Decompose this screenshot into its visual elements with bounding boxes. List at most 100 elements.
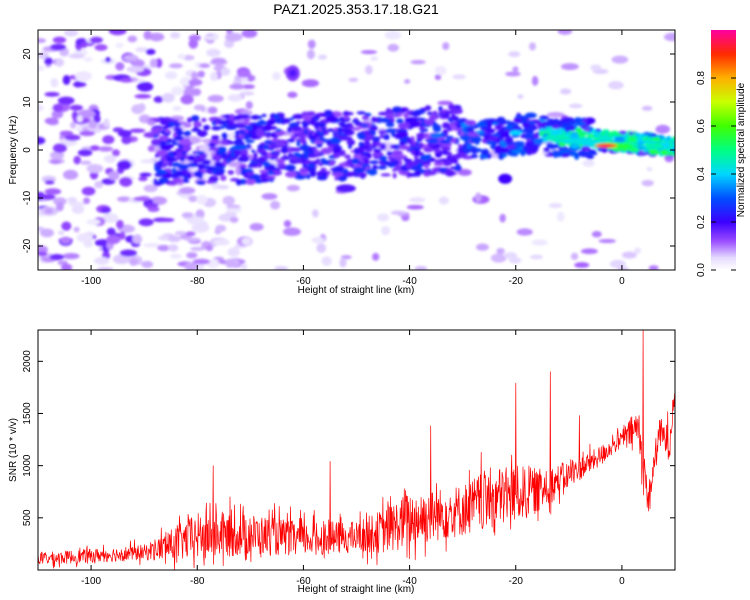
spectrogram-blob (414, 265, 428, 270)
spectrogram-blob (342, 111, 354, 116)
spectrogram-blob (360, 123, 369, 128)
spectrogram-blob (196, 180, 205, 185)
spectrogram-blob (327, 128, 334, 132)
spectrogram-blob (306, 49, 315, 60)
spectrogram-blob (193, 120, 202, 127)
spectrogram-blob (77, 149, 93, 157)
spectrogram-blob (348, 77, 359, 82)
spectrogram-blob (487, 121, 492, 129)
spectrogram-blob (291, 126, 303, 132)
spectrogram-blob (465, 126, 475, 133)
spectrogram-blob (586, 155, 594, 160)
spectrogram-blob (641, 179, 654, 187)
spectrogram-blob (196, 194, 208, 205)
spectrogram-blob (270, 139, 279, 143)
spectrogram-blob (248, 162, 260, 167)
spectrogram-blob (646, 166, 653, 172)
spectrogram-y-tick-label: 20 (22, 48, 33, 60)
spectrogram-blob (63, 30, 79, 37)
spectrogram-blob (500, 140, 505, 145)
spectrogram-blob (215, 168, 226, 174)
spectrogram-blob (250, 114, 261, 120)
spectrogram-blob (257, 144, 264, 151)
spectrogram-blob (216, 146, 227, 154)
spectrogram-blob (385, 113, 395, 120)
spectrogram-blob (418, 126, 426, 131)
spectrogram-blob (207, 106, 218, 114)
spectrogram-blob (547, 126, 553, 131)
spectrogram-blob (456, 119, 464, 124)
spectrogram-blob (231, 145, 248, 151)
spectrogram-y-tick-label: 10 (22, 96, 33, 108)
spectrogram-blob (224, 211, 237, 218)
spectrogram-blob (158, 217, 175, 223)
spectrogram-blob (365, 152, 372, 157)
spectrogram-blob (432, 110, 438, 115)
spectrogram-blob (570, 145, 580, 149)
spectrogram-blob (38, 136, 46, 145)
spectrogram-blob (190, 128, 202, 132)
spectrogram-blob (580, 146, 591, 152)
spectrogram-x-ticks: -100 -80 -60 -40 -20 0 (81, 30, 625, 287)
spectrogram-blob (77, 109, 96, 119)
spectrogram-blob (285, 171, 298, 178)
spectrogram-blob (261, 113, 267, 118)
spectrogram-blob (470, 154, 479, 159)
spectrogram-y-tick-label: -10 (22, 190, 33, 205)
spectrogram-blob (229, 83, 246, 90)
spectrogram-blob (558, 142, 566, 147)
spectrogram-blob (256, 148, 266, 154)
spectrogram-blob (117, 160, 132, 170)
spectrogram-blob (648, 265, 659, 270)
spectrogram-blob (481, 148, 490, 156)
spectrogram-blob (199, 63, 211, 69)
spectrogram-blob (216, 163, 225, 168)
spectrogram-blob (184, 262, 198, 270)
spectrogram-blob (365, 65, 373, 75)
spectrogram-blob (286, 184, 300, 192)
spectrogram-blob (164, 71, 178, 80)
spectrogram-blob (229, 216, 239, 223)
spectrogram-blob (239, 91, 255, 96)
spectrogram-blob (172, 177, 183, 184)
spectrogram-blob (316, 175, 328, 181)
spectrogram-blob (287, 138, 295, 143)
spectrogram-blob (83, 57, 93, 62)
spectrogram-blob (628, 147, 640, 153)
spectrogram-blob (343, 115, 350, 120)
spectrogram-blob (581, 150, 587, 158)
spectrogram-blob (353, 167, 363, 174)
spectrogram-blob (121, 135, 132, 145)
spectrogram-blob (410, 149, 416, 155)
spectrogram-blob (287, 126, 292, 133)
spectrogram-blob (123, 54, 139, 62)
spectrogram-blob (205, 244, 214, 252)
spectrogram-blob (608, 133, 613, 138)
spectrogram-blob (221, 132, 228, 140)
spectrogram-blob (611, 55, 629, 64)
spectrogram-blob (237, 69, 251, 78)
spectrogram-blob (614, 136, 626, 143)
spectrogram-blob (410, 111, 421, 117)
spectrogram-blob (111, 149, 120, 157)
spectrogram-blob (151, 141, 161, 146)
spectrogram-blob (127, 35, 138, 43)
spectrogram-blob (255, 130, 266, 138)
spectrogram-blob (39, 228, 55, 238)
spectrogram-blob (119, 78, 133, 83)
spectrogram-blob (83, 197, 91, 205)
spectrogram-blob (559, 149, 572, 154)
spectrogram-blob (227, 169, 235, 175)
spectrogram-blob (233, 115, 240, 120)
spectrogram-blob (117, 129, 132, 138)
snr-y-tick-label: 1500 (22, 402, 33, 425)
spectrogram-blob (215, 224, 227, 232)
spectrogram-blob (307, 39, 316, 49)
spectrogram-blob (192, 88, 202, 96)
snr-panel: -100 -80 -60 -40 -20 0 500 1000 1500 2000 Height… (8, 329, 676, 595)
snr-x-tick-label: -40 (402, 576, 417, 587)
spectrogram-blob (94, 256, 110, 265)
spectrogram-blob (235, 179, 242, 186)
spectrogram-blob (287, 91, 298, 98)
spectrogram-blob (512, 66, 519, 73)
